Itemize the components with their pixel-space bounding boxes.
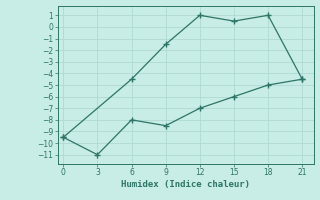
X-axis label: Humidex (Indice chaleur): Humidex (Indice chaleur) bbox=[121, 180, 250, 189]
